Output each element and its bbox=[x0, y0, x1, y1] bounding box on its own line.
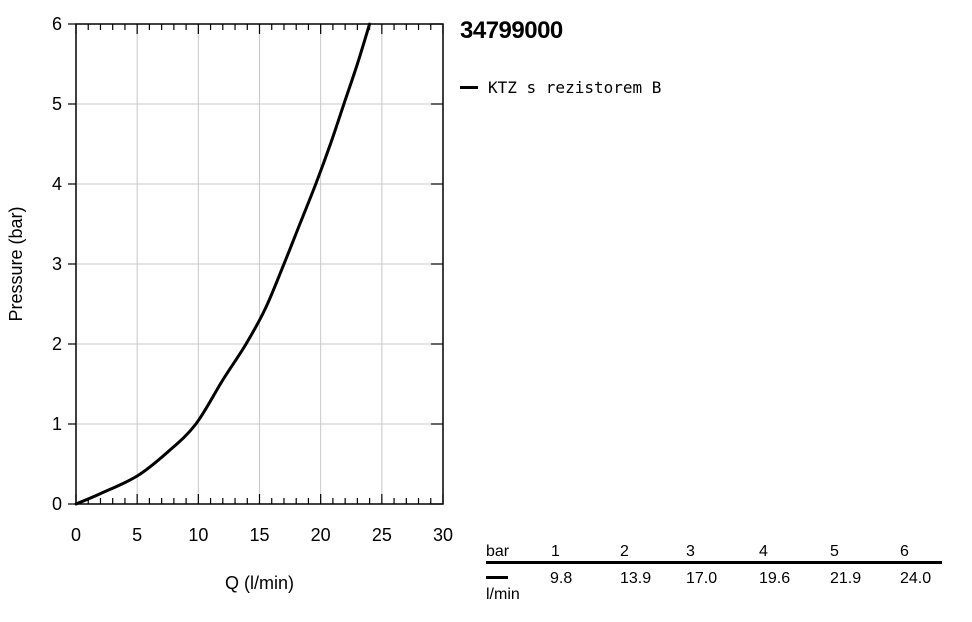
y-axis-label: Pressure (bar) bbox=[6, 206, 26, 321]
x-tick-labels: 0 5 10 15 20 25 30 bbox=[71, 525, 453, 545]
x-tick-label: 15 bbox=[249, 525, 269, 545]
table-row-unit: l/min bbox=[486, 586, 520, 603]
legend-line-swatch bbox=[460, 86, 478, 89]
table-flow-cell: 21.9 bbox=[830, 570, 862, 587]
table-pressure-cell: 4 bbox=[759, 543, 768, 560]
series-lines bbox=[74, 22, 372, 506]
table-flow-cell: 24.0 bbox=[900, 570, 932, 587]
y-tick-label: 5 bbox=[52, 94, 62, 114]
pressure-flow-chart: 0 5 10 15 20 25 30 0 1 2 3 4 5 6 Q (l/min) Pressure … bbox=[6, 14, 453, 593]
pressure-flow-table: bar 1 2 3 4 5 6 9.8 13.9 17.0 19.6 21.9 … bbox=[486, 543, 942, 613]
table-pressure-cell: 6 bbox=[900, 543, 909, 560]
y-tick-label: 0 bbox=[52, 494, 62, 514]
y-tick-label: 2 bbox=[52, 334, 62, 354]
x-axis-label: Q (l/min) bbox=[225, 573, 294, 593]
table-flow-cell: 13.9 bbox=[620, 570, 652, 587]
x-tick-label: 0 bbox=[71, 525, 81, 545]
legend-label: KTZ s rezistorem B bbox=[488, 78, 662, 97]
x-tick-label: 25 bbox=[372, 525, 392, 545]
y-tick-label: 3 bbox=[52, 254, 62, 274]
product-title: 34799000 bbox=[460, 17, 563, 44]
series-line bbox=[74, 22, 372, 506]
y-tick-label: 1 bbox=[52, 414, 62, 434]
table-flow-cell: 9.8 bbox=[550, 570, 573, 587]
x-tick-label: 5 bbox=[132, 525, 142, 545]
y-tick-labels: 0 1 2 3 4 5 6 bbox=[52, 14, 62, 514]
table-row-line-swatch bbox=[486, 576, 508, 579]
table-divider bbox=[486, 561, 942, 564]
table-pressure-cell: 3 bbox=[686, 543, 695, 560]
table-header-unit: bar bbox=[486, 543, 510, 560]
table-flow-cell: 17.0 bbox=[686, 570, 718, 587]
y-tick-label: 4 bbox=[52, 174, 62, 194]
table-pressure-cell: 5 bbox=[830, 543, 839, 560]
table-pressure-cell: 1 bbox=[551, 543, 560, 560]
plot-frame bbox=[75, 23, 444, 505]
y-tick-label: 6 bbox=[52, 14, 62, 34]
table-flow-cell: 19.6 bbox=[759, 570, 791, 587]
legend: KTZ s rezistorem B bbox=[460, 78, 661, 97]
table-pressure-cell: 2 bbox=[620, 543, 629, 560]
x-tick-label: 30 bbox=[433, 525, 453, 545]
x-tick-label: 20 bbox=[311, 525, 331, 545]
x-tick-label: 10 bbox=[188, 525, 208, 545]
grid-lines bbox=[76, 24, 443, 504]
